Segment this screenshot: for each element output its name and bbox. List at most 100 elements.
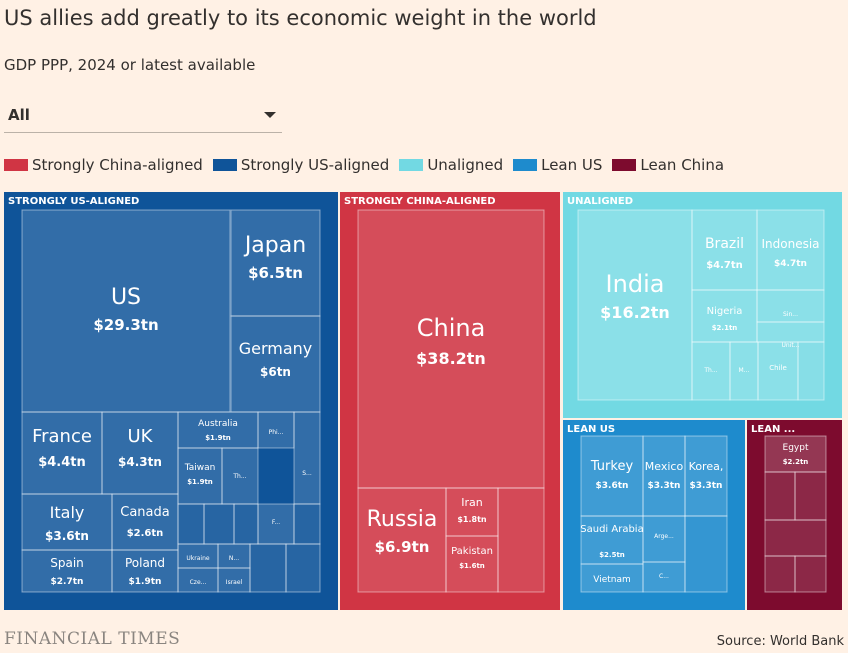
- cell-value: $2.2tn: [783, 458, 809, 466]
- treemap-cell: [764, 519, 827, 557]
- alignment-filter-dropdown[interactable]: All: [4, 100, 282, 133]
- legend-swatch: [612, 159, 637, 171]
- cell-label: Chile: [769, 364, 787, 372]
- cell-label: France: [32, 426, 92, 447]
- cell-label: Indonesia: [761, 237, 819, 251]
- legend-item: Lean China: [612, 156, 724, 174]
- treemap-cell: [293, 503, 321, 545]
- treemap-cell: [691, 341, 731, 401]
- treemap-cell: [257, 503, 295, 545]
- treemap-cell: [794, 471, 827, 521]
- ft-logo: FINANCIAL TIMES: [4, 629, 181, 649]
- cell-value: $16.2tn: [600, 303, 670, 322]
- cell-label: Australia: [198, 419, 238, 429]
- group-frame: [4, 192, 338, 610]
- treemap: STRONGLY US-ALIGNED STRONGLY CHINA-ALIGNE…: [4, 192, 842, 610]
- legend-swatch: [212, 159, 237, 171]
- group-frame: [747, 420, 842, 610]
- legend-label: Strongly China-aligned: [32, 156, 203, 174]
- cell-value: $2.6tn: [127, 528, 164, 539]
- cell-label: UK: [128, 426, 154, 447]
- cell-label: Ukraine: [186, 555, 209, 562]
- treemap-cell: [764, 471, 796, 521]
- cell-value: $2.5tn: [599, 551, 625, 559]
- cell-value: $4.4tn: [38, 455, 86, 470]
- treemap-cell: [642, 515, 686, 563]
- cell-label: Unit...: [782, 342, 800, 349]
- legend-item: Strongly US-aligned: [212, 156, 390, 174]
- treemap-cell: [257, 411, 295, 449]
- treemap-cell: [249, 543, 287, 593]
- treemap-cell: [357, 487, 447, 593]
- treemap-cell: [285, 543, 321, 593]
- cell-label: F...: [272, 519, 280, 526]
- treemap-cell: [756, 321, 825, 343]
- treemap-cell: [111, 493, 179, 551]
- cell-label: Vietnam: [593, 575, 631, 585]
- treemap-cell: [21, 411, 103, 495]
- cell-value: $29.3tn: [93, 316, 158, 334]
- legend-item: Strongly China-aligned: [4, 156, 203, 174]
- group-frame: [563, 420, 745, 610]
- legend-label: Strongly US-aligned: [240, 156, 390, 174]
- legend-swatch: [399, 159, 424, 171]
- treemap-cell: [177, 543, 219, 569]
- treemap-cell: [580, 515, 644, 565]
- treemap-cell: [691, 289, 758, 343]
- treemap-cell: [794, 555, 827, 593]
- treemap-cell: [177, 567, 219, 593]
- treemap-cell: [233, 503, 259, 545]
- treemap-cell: [445, 487, 499, 537]
- treemap-cell: [177, 447, 223, 505]
- cell-value: $2.1tn: [712, 324, 738, 332]
- cell-label: Nigeria: [707, 306, 743, 317]
- treemap-cell: [445, 535, 499, 593]
- cell-label: Brazil: [705, 236, 744, 252]
- cell-value: $3.6tn: [45, 529, 89, 543]
- group-label: STRONGLY US-ALIGNED: [8, 196, 139, 207]
- cell-label: Arge...: [654, 533, 674, 540]
- cell-label: Mexico: [645, 460, 684, 473]
- treemap-cell: [177, 503, 205, 545]
- treemap-cell: [21, 493, 113, 551]
- treemap-cell: [217, 567, 251, 593]
- cell-value: $6.5tn: [248, 264, 303, 282]
- cell-label: China: [417, 314, 486, 342]
- source-note: Source: World Bank: [716, 634, 844, 649]
- treemap-cell: [580, 435, 644, 517]
- cell-label: M...: [739, 367, 750, 374]
- treemap-cell: [764, 555, 796, 593]
- treemap-cell: [230, 209, 321, 317]
- cell-label: C...: [659, 573, 669, 580]
- group-frame: [340, 192, 560, 610]
- group-label: STRONGLY CHINA-ALIGNED: [344, 196, 496, 207]
- cell-label: Italy: [50, 503, 85, 522]
- treemap-cell: [756, 289, 825, 323]
- cell-value: $3.3tn: [648, 481, 681, 491]
- treemap-cell: [684, 435, 728, 517]
- treemap-cell: [293, 411, 321, 505]
- group-label: LEAN US: [567, 424, 615, 435]
- legend-label: Lean US: [541, 156, 603, 174]
- cell-label: Poland: [125, 556, 165, 570]
- cell-value: $4.7tn: [774, 259, 807, 269]
- legend-swatch: [4, 159, 28, 171]
- cell-value: $2.7tn: [51, 577, 84, 587]
- cell-label: Th...: [703, 367, 717, 374]
- treemap-cell: [497, 487, 545, 593]
- treemap-cell: [756, 209, 825, 291]
- cell-value: $6tn: [260, 365, 291, 379]
- treemap-cell: [642, 435, 686, 517]
- cell-label: India: [606, 270, 665, 298]
- legend-item: Unaligned: [399, 156, 503, 174]
- cell-value: $4.7tn: [706, 260, 743, 271]
- cell-value: $3.3tn: [690, 481, 723, 491]
- legend-label: Unaligned: [427, 156, 504, 174]
- cell-label: N...: [229, 555, 239, 562]
- cell-value: $6.9tn: [375, 538, 430, 556]
- treemap-cell: [357, 209, 545, 489]
- treemap-cell: [642, 561, 686, 593]
- group-frame: [563, 192, 842, 418]
- treemap-cell: [21, 549, 113, 593]
- cell-label: Spain: [50, 556, 84, 570]
